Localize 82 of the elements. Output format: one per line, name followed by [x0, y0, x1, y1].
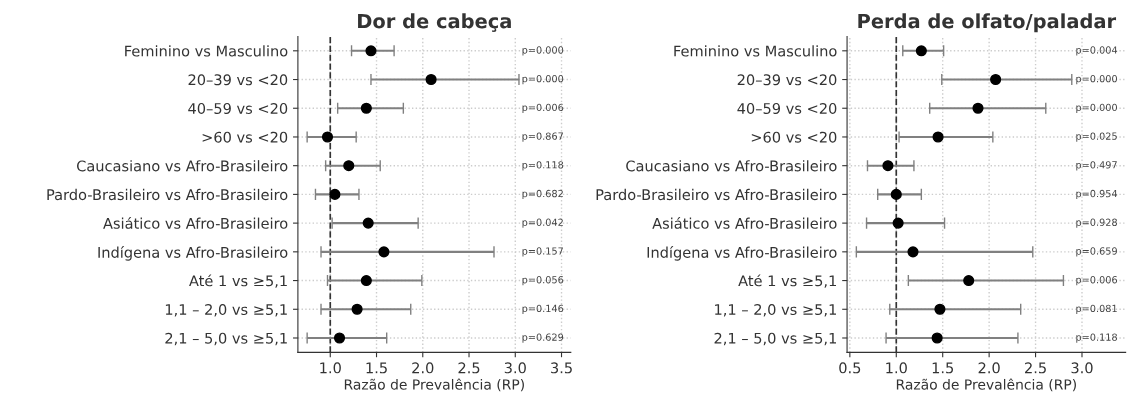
y-tick-label: Asiático vs Afro-Brasileiro	[652, 216, 837, 229]
annotation: p=0.000	[522, 74, 564, 85]
x-axis-title: Razão de Prevalência (RP)	[344, 378, 524, 392]
annotation: p=0.682	[522, 189, 563, 200]
annotation: p=0.000	[522, 46, 564, 56]
annotation: p=0.118	[1076, 333, 1117, 343]
x-tick-label: 1.5	[366, 362, 387, 374]
x-tick-label: 3.0	[504, 362, 526, 374]
point	[360, 274, 372, 287]
annotation: p=0.146	[522, 304, 564, 314]
annotation: p=0.081	[1076, 304, 1117, 314]
point	[333, 332, 346, 344]
point	[890, 188, 902, 200]
y-tick-label: 1,1 – 2,0 vs ≥5,1	[165, 303, 287, 317]
annotation: p=0.056	[522, 276, 564, 286]
x-tick-label: 1.5	[932, 362, 954, 374]
y-tick-label: Até 1 vs ≥5,1	[189, 274, 287, 288]
y-tick-label: Pardo-Brasileiro vs Afro-Brasileiro	[596, 188, 837, 201]
y-tick-label: Feminino vs Masculino	[125, 45, 288, 57]
annotation: p=0.118	[522, 161, 564, 171]
point	[343, 160, 355, 172]
point	[365, 45, 377, 57]
point	[915, 45, 927, 57]
annotation: p=0.928	[1076, 218, 1117, 228]
y-tick-label: Feminino vs Masculino	[674, 45, 837, 57]
annotation: p=0.954	[1076, 189, 1118, 200]
annotation: p=0.497	[1076, 161, 1117, 171]
chart-title: Perda de olfato/paladar	[858, 13, 1117, 33]
x-tick-label: 3.5	[551, 362, 572, 374]
chart-title: Dor de cabeça	[358, 13, 511, 32]
point	[934, 303, 946, 315]
annotation: p=0.006	[522, 103, 564, 113]
x-tick-label: 2.5	[458, 362, 480, 374]
x-tick-label: 2.0	[412, 362, 434, 374]
point	[882, 160, 894, 172]
y-tick-label: Caucasiano vs Afro-Brasileiro	[76, 160, 288, 172]
annotation: p=0.000	[1076, 103, 1117, 113]
point	[990, 73, 1002, 86]
annotation: p=0.659	[1076, 247, 1117, 257]
y-tick-label: Asiático vs Afro-Brasileiro	[103, 216, 288, 229]
y-tick-label: 40–59 vs <20	[188, 102, 288, 114]
point	[362, 217, 374, 229]
x-axis-title: Razão de Prevalência (RP)	[896, 378, 1076, 392]
x-tick-label: 1.0	[886, 362, 907, 374]
annotation: p=0.000	[1076, 74, 1117, 85]
y-tick-label: 2,1 – 5,0 vs ≥5,1	[714, 332, 836, 346]
y-tick-label: 20–39 vs <20	[737, 74, 837, 86]
point	[378, 246, 390, 258]
y-tick-label: Até 1 vs ≥5,1	[738, 274, 836, 288]
y-tick-label: 2,1 – 5,0 vs ≥5,1	[165, 332, 287, 346]
y-tick-label: 40–59 vs <20	[737, 102, 837, 114]
y-tick-label: 1,1 – 2,0 vs ≥5,1	[715, 303, 836, 317]
point	[907, 246, 919, 258]
point	[351, 303, 363, 315]
annotation: p=0.629	[522, 333, 564, 343]
x-tick-label: 1.0	[320, 362, 341, 374]
x-tick-label: 3.0	[1071, 362, 1093, 374]
point	[329, 188, 341, 200]
point	[360, 102, 372, 114]
y-tick-label: Caucasiano vs Afro-Brasileiro	[626, 160, 837, 172]
annotation: p=0.157	[522, 247, 563, 257]
y-tick-label: Pardo-Brasileiro vs Afro-Brasileiro	[47, 188, 288, 201]
annotation: p=0.042	[522, 218, 563, 228]
annotation: p=0.025	[1076, 132, 1117, 142]
y-tick-label: 20–39 vs <20	[188, 74, 288, 86]
annotation: p=0.006	[1076, 276, 1118, 286]
point	[963, 274, 975, 287]
annotation: p=0.004	[1076, 46, 1118, 56]
y-tick-label: Indígena vs Afro-Brasileiro	[98, 246, 288, 261]
x-tick-label: 2.5	[1025, 362, 1046, 374]
annotation: p=0.867	[522, 132, 563, 142]
point	[425, 73, 437, 86]
x-tick-label: 0.5	[839, 362, 861, 374]
y-tick-label: Indígena vs Afro-Brasileiro	[647, 246, 837, 261]
y-tick-label: >60 vs <20	[202, 131, 288, 143]
x-tick-label: 2.0	[978, 362, 1000, 374]
point	[931, 332, 943, 344]
point	[892, 217, 904, 229]
point	[321, 131, 334, 143]
point	[972, 102, 984, 114]
y-tick-label: >60 vs <20	[751, 131, 837, 143]
point	[932, 131, 944, 143]
